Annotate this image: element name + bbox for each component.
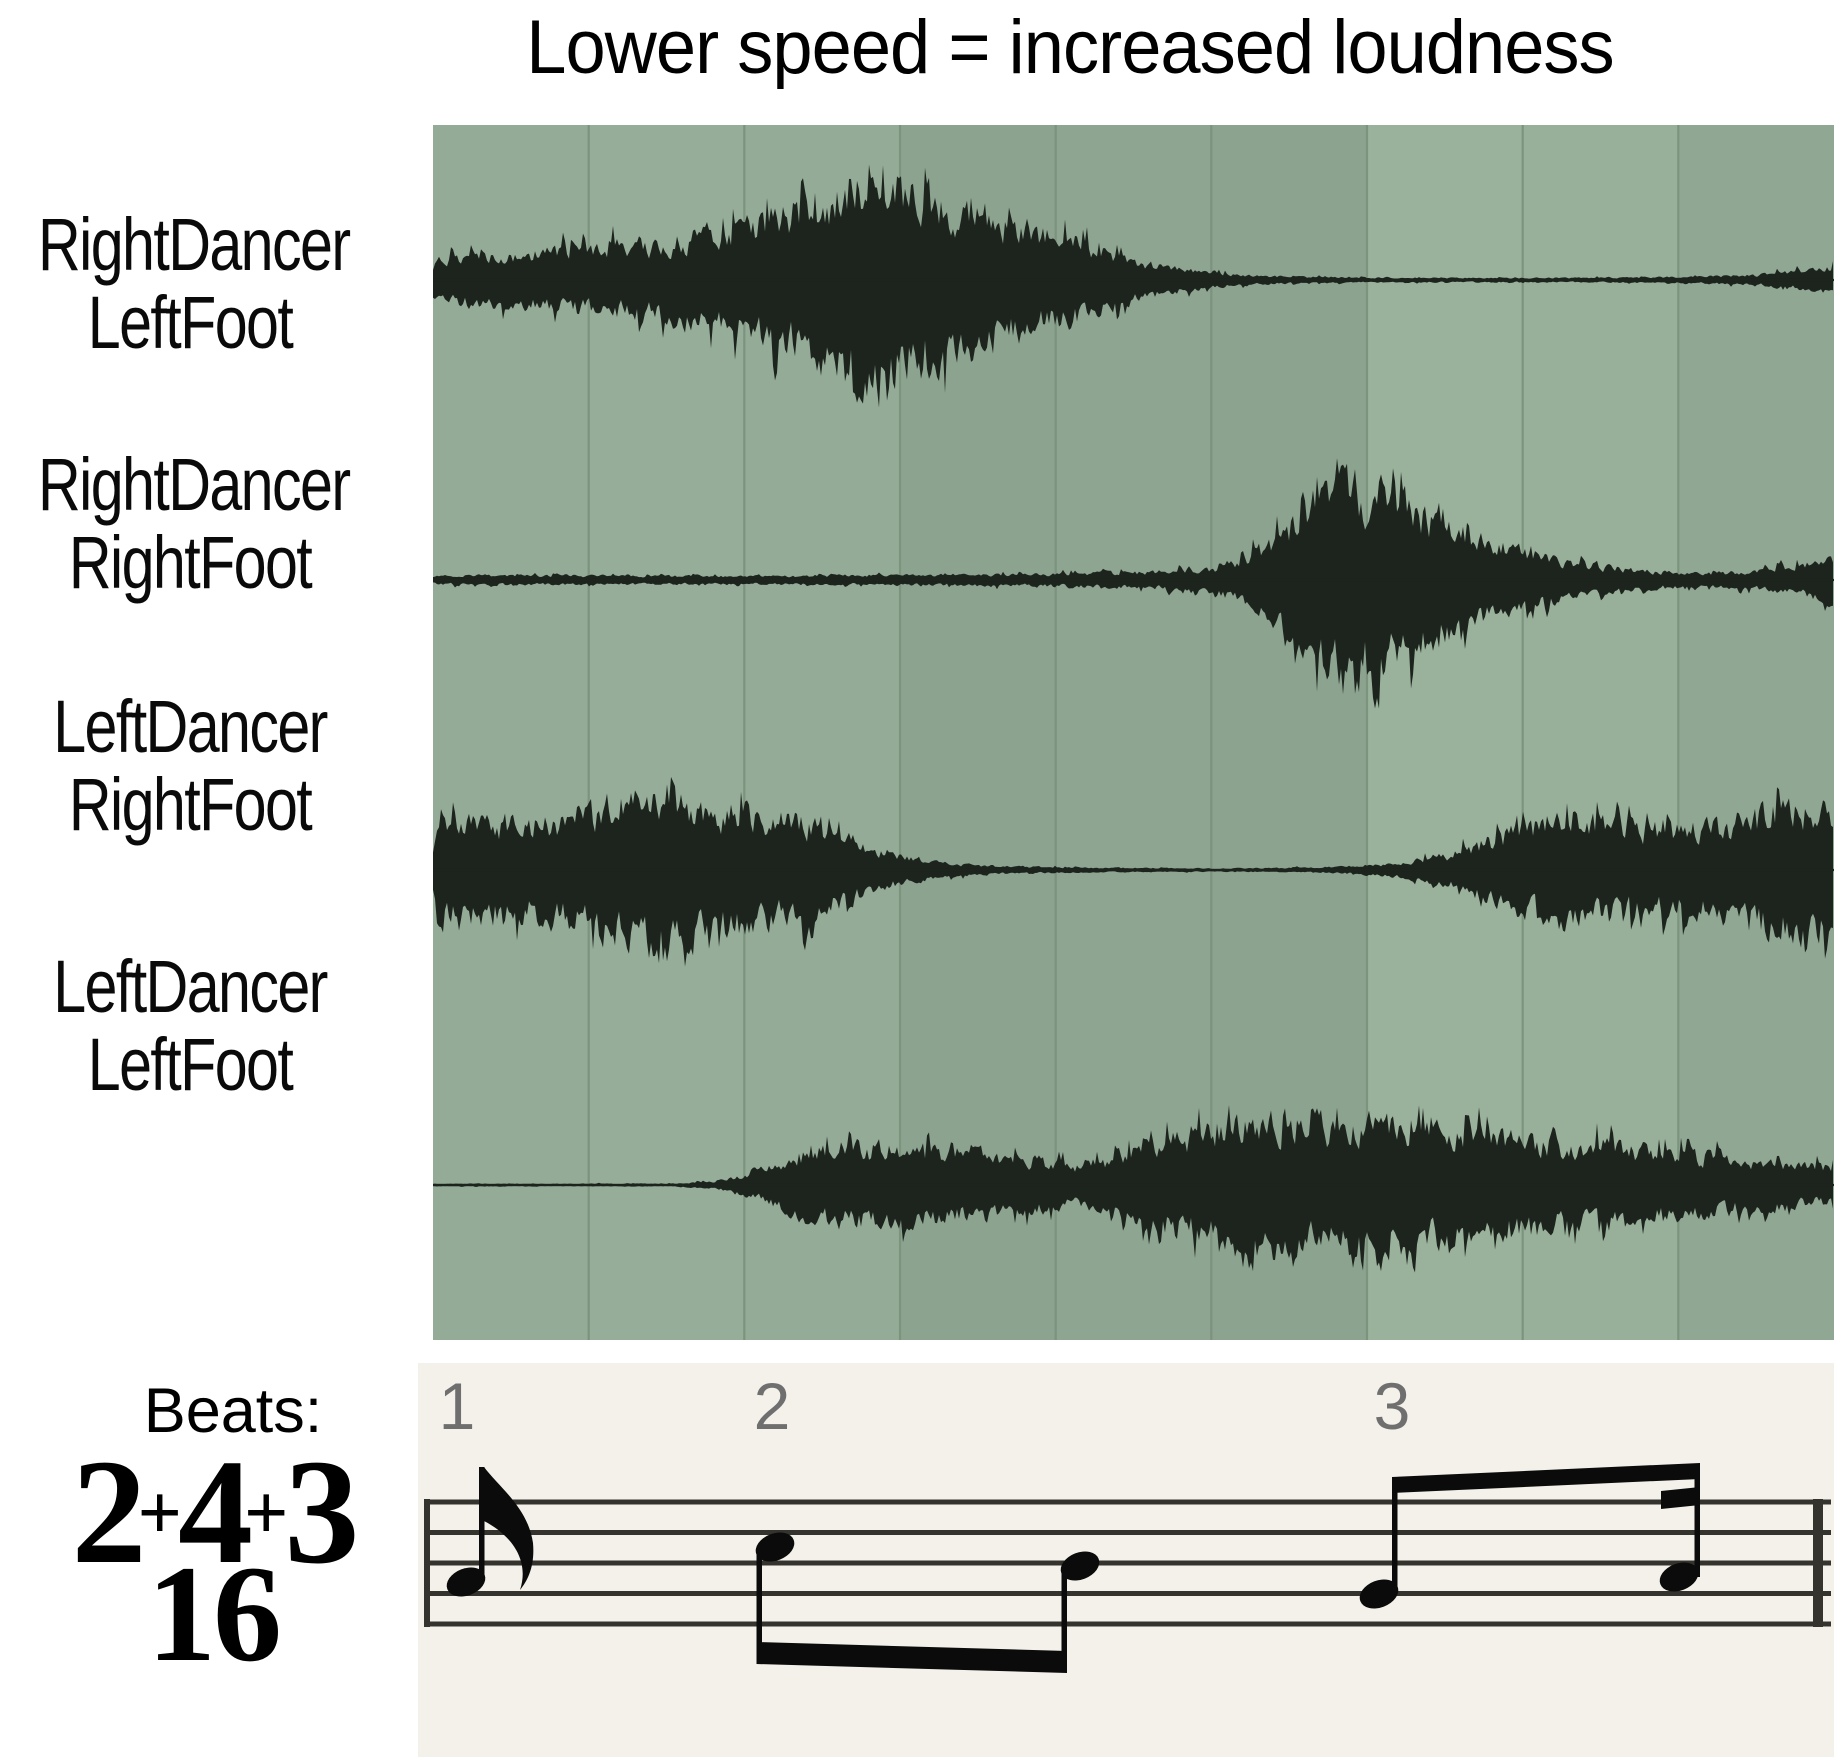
grid-column — [1522, 125, 1679, 1340]
time-signature: 2+4+3 16 — [23, 1437, 403, 1683]
grid-column — [1055, 125, 1212, 1340]
track-label-line: LeftDancer — [53, 945, 328, 1028]
beat-number-3: 3 — [1373, 1369, 1411, 1443]
beat-number-1: 1 — [438, 1369, 476, 1443]
figure-title: Lower speed = increased loudness — [526, 5, 1614, 90]
grid-column — [433, 125, 590, 1340]
track-label-leftdancer-leftfoot: LeftDancer LeftFoot — [38, 945, 342, 1107]
gridline — [1677, 125, 1680, 1340]
waveform-centerline-4 — [433, 1183, 1834, 1187]
gridline — [1210, 125, 1213, 1340]
track-label-line: LeftFoot — [87, 1023, 294, 1107]
waveform-panel — [433, 125, 1834, 1340]
track-label-line: RightFoot — [68, 521, 313, 605]
ts-plus-sign: + — [244, 1468, 289, 1556]
time-signature-numerator: 2+4+3 — [23, 1437, 403, 1587]
waveform-track-3 — [433, 776, 1833, 967]
waveform-track-4 — [433, 1105, 1833, 1273]
track-label-line: RightFoot — [68, 763, 313, 847]
waveform-centerline-3 — [433, 868, 1834, 872]
track-label-rightdancer-leftfoot: RightDancer LeftFoot — [38, 203, 351, 365]
waveform-track-1 — [433, 164, 1833, 408]
ts-numerator-digit: 4 — [178, 1429, 253, 1595]
grid-column — [588, 125, 745, 1340]
track-label-rightdancer-rightfoot: RightDancer RightFoot — [38, 443, 351, 605]
gridline — [1054, 125, 1057, 1340]
waveform-track-2 — [433, 458, 1833, 709]
track-label-line: LeftDancer — [53, 685, 328, 768]
time-signature-denominator: 16 — [147, 1537, 282, 1690]
track-label-line: RightDancer — [38, 443, 351, 526]
waveform-svg — [433, 125, 1834, 1340]
waveform-centerline-2 — [433, 578, 1834, 582]
track-label-line: RightDancer — [38, 203, 351, 286]
grid-column — [1678, 125, 1834, 1340]
gridline — [1521, 125, 1524, 1340]
beat-number-2: 2 — [753, 1369, 791, 1443]
waveform-centerline-1 — [433, 278, 1834, 282]
gridline — [587, 125, 590, 1340]
ts-plus-sign: + — [137, 1468, 182, 1556]
track-label-line: LeftFoot — [87, 281, 294, 365]
ts-numerator-digit: 3 — [284, 1429, 359, 1595]
gridline — [898, 125, 902, 1340]
ts-numerator-digit: 2 — [71, 1429, 147, 1595]
gridline — [1365, 125, 1369, 1340]
track-label-leftdancer-rightfoot: LeftDancer RightFoot — [38, 685, 342, 847]
gridline — [743, 125, 746, 1340]
beats-label: Beats: — [143, 1376, 323, 1446]
notation-panel-background — [418, 1363, 1834, 1757]
